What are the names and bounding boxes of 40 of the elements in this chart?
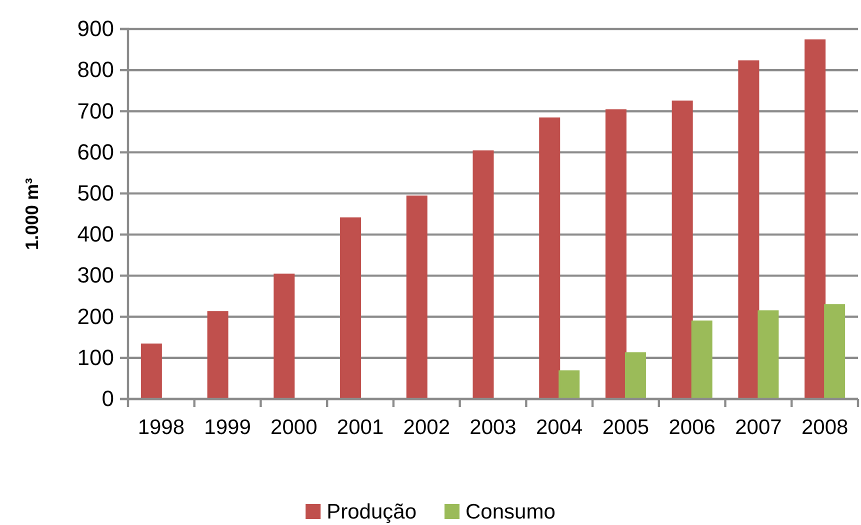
bar <box>824 304 846 400</box>
x-tick-label: 2003 <box>470 416 516 439</box>
x-tick-label: 2001 <box>336 416 384 439</box>
bar <box>274 274 295 400</box>
y-tick-label: 800 <box>77 57 114 82</box>
bar <box>738 60 760 400</box>
bar <box>539 117 560 400</box>
y-tick-label: 600 <box>77 139 114 164</box>
bar <box>672 100 693 400</box>
x-tick-label: 2000 <box>270 416 318 439</box>
bar <box>691 320 712 400</box>
y-tick-label: 300 <box>77 262 114 288</box>
x-tick-label: 2002 <box>403 416 450 439</box>
legend-label: Consumo <box>466 500 556 524</box>
x-tick-label: 1998 <box>138 416 185 439</box>
bar <box>472 150 494 400</box>
y-tick-label: 200 <box>77 304 114 329</box>
y-tick-label: 400 <box>77 222 114 247</box>
y-tick-label: 500 <box>77 180 114 206</box>
bar <box>804 39 826 400</box>
x-tick-label: 2006 <box>668 416 716 439</box>
x-tick-label: 1999 <box>204 416 251 439</box>
bar <box>558 370 580 400</box>
bar <box>207 311 228 400</box>
legend-label: Produção <box>326 500 417 524</box>
y-tick-label: 100 <box>77 344 114 370</box>
x-tick-label: 2005 <box>602 416 650 439</box>
y-tick-label: 0 <box>102 386 114 412</box>
x-tick-label: 2008 <box>801 416 848 439</box>
bar <box>624 352 646 400</box>
bar <box>605 109 626 400</box>
bar <box>140 344 162 400</box>
y-axis-title: 1.000 m³ <box>22 178 42 250</box>
y-tick-label: 700 <box>77 98 114 124</box>
x-tick-label: 2004 <box>536 416 584 439</box>
bar <box>406 196 428 400</box>
y-tick-label: 900 <box>77 16 114 42</box>
bar <box>340 217 362 400</box>
bar <box>758 310 779 400</box>
x-tick-label: 2007 <box>735 416 782 439</box>
